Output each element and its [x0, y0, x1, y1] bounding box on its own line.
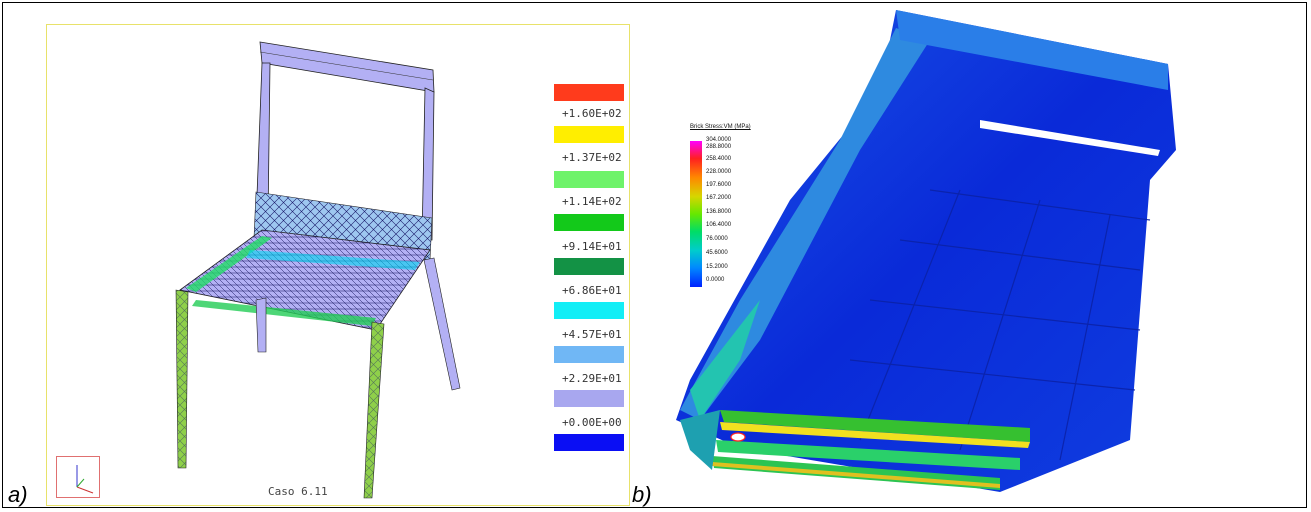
panel-a-label: a): [8, 482, 28, 507]
legend-tick: 0.0000: [706, 277, 725, 283]
legend-value: +2.29E+01: [562, 372, 622, 385]
legend-tick: 304.0000: [706, 137, 732, 143]
legend-swatch: [554, 126, 624, 143]
legend-value: +6.86E+01: [562, 284, 622, 297]
legend-tick: 45.6000: [706, 250, 728, 256]
legend-tick: 167.2000: [706, 195, 732, 201]
legend-tick: 106.4000: [706, 222, 732, 228]
legend-swatch: [554, 214, 624, 231]
legend-swatch: [554, 171, 624, 188]
legend-value: +1.60E+02: [562, 107, 622, 120]
legend-value: +4.57E+01: [562, 328, 622, 341]
legend-swatch: [554, 346, 624, 363]
legend-value: +1.37E+02: [562, 151, 622, 164]
panel-b-color-bar: [690, 141, 702, 287]
panel-a-viewport: [46, 24, 630, 506]
legend-swatch: [554, 434, 624, 451]
axis-triad-box: [56, 456, 100, 498]
legend-tick: 136.8000: [706, 209, 732, 215]
panel-a-caption: Caso 6.11: [268, 485, 328, 498]
legend-tick: 288.8000: [706, 144, 732, 150]
panel-b-legend-title: Brick Stress:VM (MPa): [690, 124, 751, 130]
legend-swatch: [554, 302, 624, 319]
legend-value: +9.14E+01: [562, 240, 622, 253]
legend-tick: 76.0000: [706, 236, 728, 242]
legend-tick: 258.4000: [706, 156, 732, 162]
legend-swatch: [554, 84, 624, 101]
legend-tick: 228.0000: [706, 169, 732, 175]
legend-value: +1.14E+02: [562, 195, 622, 208]
legend-tick: 15.2000: [706, 264, 728, 270]
legend-swatch: [554, 390, 624, 407]
legend-swatch: [554, 258, 624, 275]
legend-value: +0.00E+00: [562, 416, 622, 429]
axis-triad-icon: [76, 465, 94, 494]
legend-tick: 197.6000: [706, 182, 732, 188]
panel-b-label: b): [632, 482, 652, 507]
